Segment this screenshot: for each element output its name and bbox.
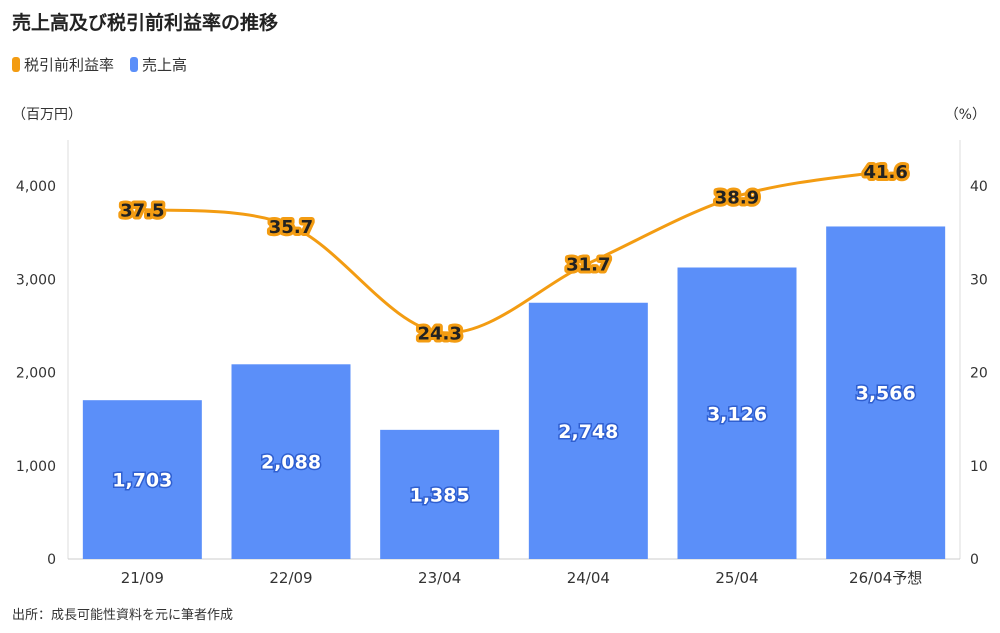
source-note: 出所：成長可能性資料を元に筆者作成 [12, 608, 234, 623]
bar-data-label: 1,385 [410, 484, 470, 506]
line-data-label: 41.6 [863, 162, 907, 183]
legend-item-profit-rate[interactable]: 税引前利益率 [12, 54, 114, 75]
x-tick-label: 24/04 [567, 569, 610, 587]
right-axis-unit: （%） [944, 107, 986, 123]
y-left-tick-label: 0 [47, 552, 56, 568]
chart-canvas: 0 1,000 2,000 3,000 4,000 0 10 20 30 40 1,703 2,088… [16, 140, 988, 587]
y-right-tick-label: 20 [970, 366, 988, 382]
legend-swatch-sales [130, 57, 139, 72]
line-data-label: 24.3 [417, 323, 461, 344]
y-left-tick-label: 4,000 [16, 179, 56, 195]
bar [528, 302, 648, 559]
line-data-label: 35.7 [269, 217, 313, 238]
bar [677, 267, 797, 559]
bar-data-label: 1,703 [112, 470, 172, 492]
legend-item-sales[interactable]: 売上高 [130, 54, 187, 75]
x-tick-label: 21/09 [121, 569, 164, 587]
line-data-label: 38.9 [715, 187, 759, 208]
left-axis-unit: （百万円） [12, 107, 82, 123]
legend: 税引前利益率 売上高 [12, 54, 187, 75]
y-right-tick-label: 30 [970, 272, 988, 288]
chart-title: 売上高及び税引前利益率の推移 [12, 12, 279, 34]
bar [380, 429, 500, 559]
line-point [288, 223, 294, 230]
y-left-tick-label: 2,000 [16, 366, 56, 382]
bar-data-label: 3,126 [707, 403, 767, 425]
legend-label-profit-rate: 税引前利益率 [24, 56, 115, 74]
x-tick-label: 22/09 [269, 569, 312, 587]
bar [82, 400, 202, 559]
line-point [139, 206, 146, 213]
line-data-label: 37.5 [120, 200, 164, 221]
y-right-tick-label: 40 [970, 179, 988, 195]
line-point [585, 260, 592, 267]
legend-label-sales: 売上高 [142, 56, 188, 74]
x-tick-label: 26/04予想 [849, 569, 922, 587]
bar-data-label: 2,088 [261, 452, 321, 474]
y-left-tick-label: 1,000 [16, 459, 56, 475]
bar [231, 364, 351, 559]
y-right-tick-label: 10 [970, 459, 988, 475]
legend-swatch-profit-rate [12, 57, 20, 72]
x-tick-label: 25/04 [715, 569, 758, 587]
bar-data-label: 2,748 [558, 421, 618, 443]
line-point [734, 193, 740, 200]
x-tick-label: 23/04 [418, 569, 461, 587]
line-data-label: 31.7 [566, 254, 610, 275]
bar-data-label: 3,566 [856, 383, 916, 405]
bar [826, 226, 946, 559]
line-point [436, 329, 443, 336]
line-point [882, 168, 889, 175]
y-right-tick-label: 0 [970, 552, 979, 568]
profit-rate-line [142, 169, 886, 335]
y-left-tick-label: 3,000 [16, 272, 56, 288]
